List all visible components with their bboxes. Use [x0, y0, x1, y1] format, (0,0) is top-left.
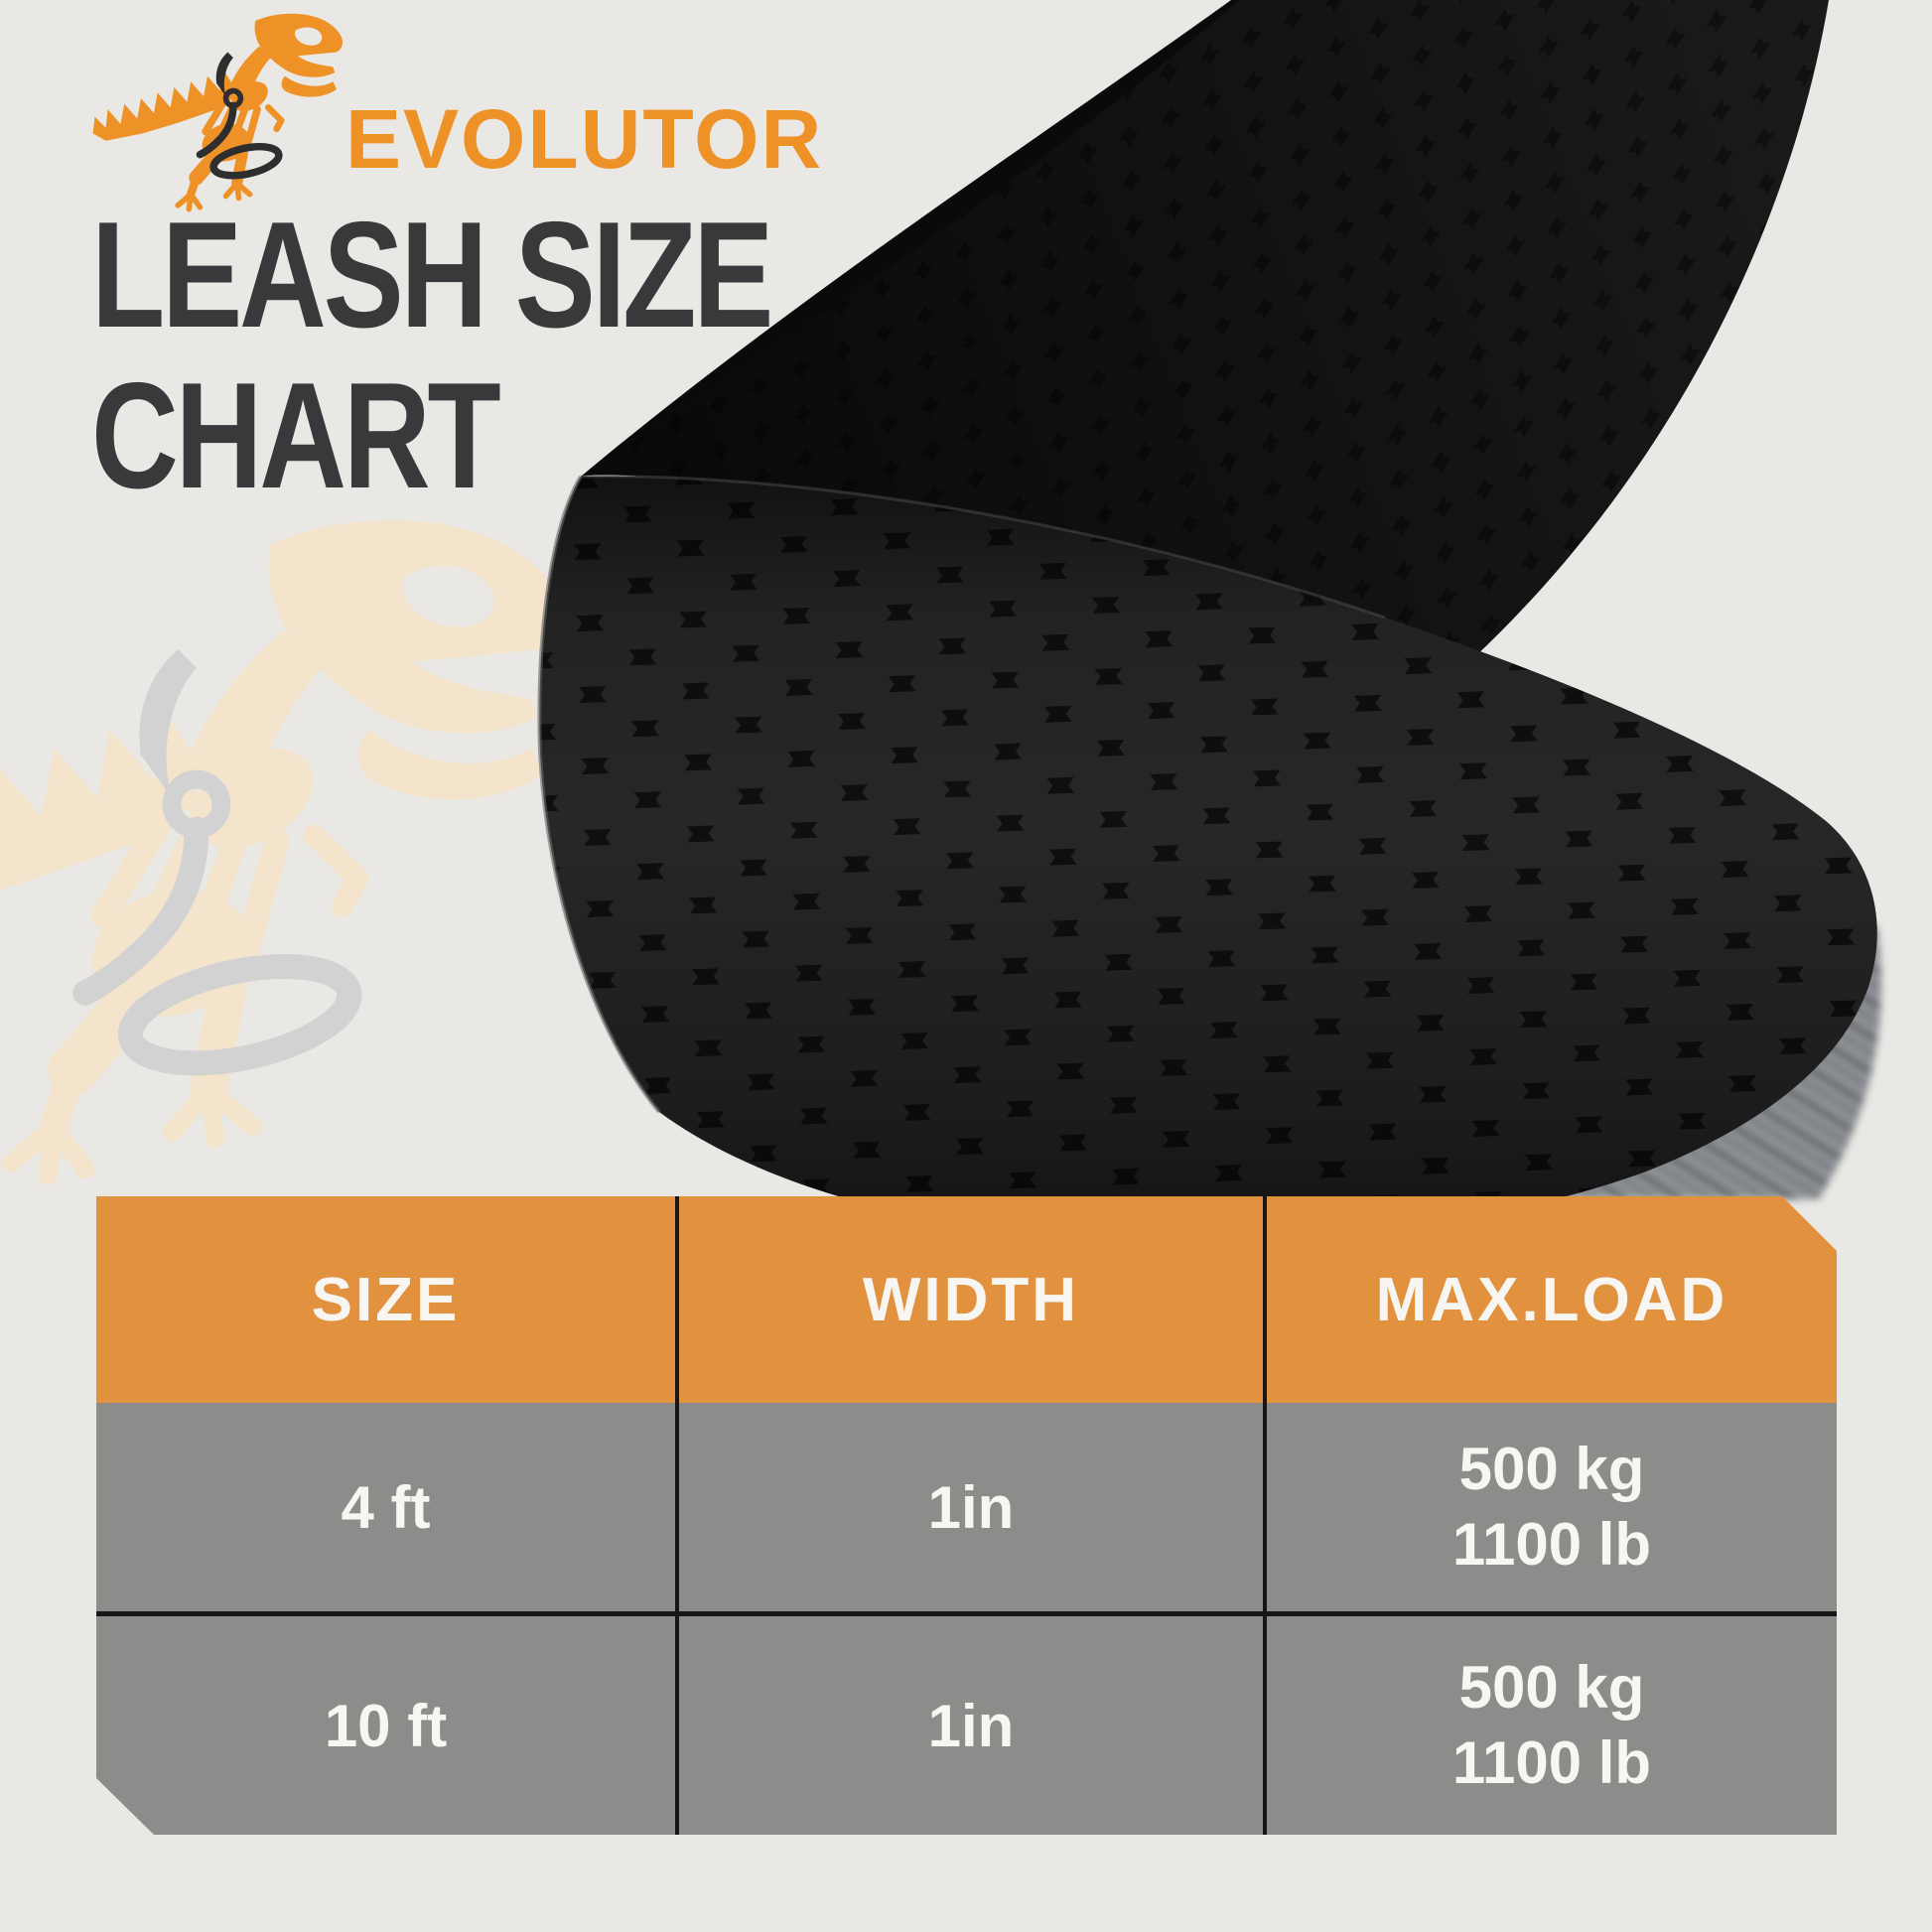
cell-max-load: 500 kg 1100 lb [1263, 1403, 1837, 1611]
column-header-size: SIZE [311, 1265, 461, 1334]
max-load-kg: 500 kg [1458, 1436, 1645, 1502]
brand-name: EVOLUTOR [345, 92, 824, 186]
max-load-lb: 1100 lb [1451, 1729, 1652, 1796]
dinosaur-skeleton-logo-icon [93, 14, 343, 209]
cell-size: 10 ft [96, 1611, 675, 1835]
cell-width: 1in [675, 1611, 1263, 1835]
title-line-1: LEASH SIZE [91, 191, 773, 359]
leash-size-table: SIZE WIDTH MAX.LOAD 4 ft 1in 500 kg 1100… [96, 1196, 1837, 1835]
cell-max-load: 500 kg 1100 lb [1263, 1611, 1837, 1835]
title-line-2: CHART [91, 351, 501, 520]
table-row: 10 ft 1in 500 kg 1100 lb [96, 1611, 1837, 1835]
hexagon-textured-leash-strap [537, 0, 1881, 1240]
column-header-max-load: MAX.LOAD [1263, 1196, 1837, 1403]
max-load-kg: 500 kg [1458, 1654, 1645, 1721]
column-header-width: WIDTH [675, 1196, 1263, 1403]
table-row: 4 ft 1in 500 kg 1100 lb [96, 1403, 1837, 1611]
page-title: LEASH SIZE CHART [91, 195, 773, 516]
max-load-lb: 1100 lb [1451, 1511, 1652, 1578]
cell-size: 4 ft [341, 1473, 431, 1541]
cell-width: 1in [675, 1403, 1263, 1611]
table-header-row: SIZE WIDTH MAX.LOAD [96, 1196, 1837, 1403]
dinosaur-skeleton-watermark-icon [0, 520, 563, 1176]
